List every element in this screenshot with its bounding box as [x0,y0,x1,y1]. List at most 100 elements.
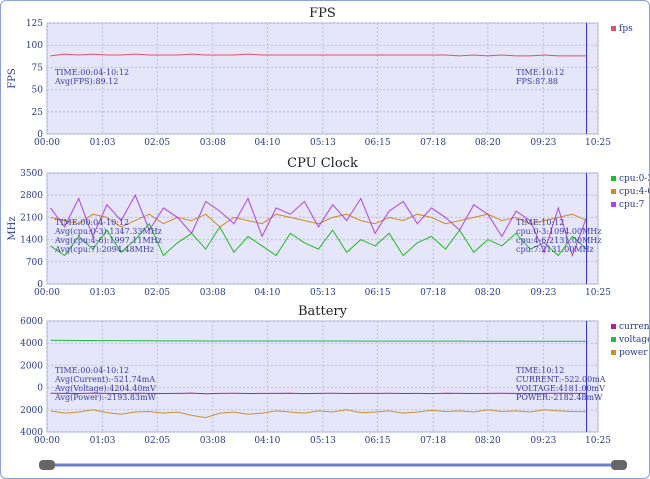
y-tick-label: 2000 [20,361,43,371]
x-tick-label: 07:18 [420,288,446,298]
y-axis-title: MHz [7,216,18,240]
chart-title: Battery [298,304,348,319]
x-tick-label: 04:10 [254,288,280,298]
legend-label: fps [619,24,633,34]
x-tick-label: 02:05 [144,288,170,298]
series-line [50,53,587,57]
y-tick-label: 1400 [20,236,43,246]
legend-label: power [619,348,648,358]
x-tick-label: 09:23 [530,138,556,148]
annotation: Avg(cpu:4-6):1997.11MHz [54,236,162,245]
x-tick-label: 04:10 [254,436,280,446]
annotation: TIME:10:12 [516,218,564,227]
annotation: TIME:00:04-10:12 [55,218,129,227]
legend-swatch [611,324,616,329]
chart-title: FPS [309,6,336,21]
annotation: cpu:4-6:2131.00MHz [516,236,602,245]
y-tick-label: 0 [37,280,43,290]
x-tick-label: 03:08 [200,288,226,298]
x-tick-label: 08:20 [475,436,501,446]
y-tick-label: 2800 [20,191,43,201]
x-tick-label: 03:08 [200,436,226,446]
x-tick-label: 01:03 [90,436,116,446]
annotation: Avg(cpu:7):2094.48MHz [54,245,154,254]
legend-swatch [611,202,616,207]
x-tick-label: 07:18 [420,138,446,148]
x-tick-label: 10:25 [585,288,611,298]
legend-swatch [611,337,616,342]
slider-handle-right[interactable] [611,460,627,470]
legend-label: cpu:0-3 [619,174,649,184]
x-tick-label: 07:18 [420,436,446,446]
legend-label: cpu:7 [619,200,645,210]
annotation: Avg(Power):-2193.83mW [54,393,157,402]
x-tick-label: 06:15 [365,436,391,446]
chart-title: CPU Clock [287,156,358,171]
y-axis-title: FPS [7,68,18,89]
x-tick-label: 05:13 [310,288,336,298]
series-line [50,392,587,395]
legend-label: voltage [618,335,649,345]
x-tick-label: 09:23 [530,436,556,446]
y-tick-label: 700 [26,258,43,268]
y-tick-label: 100 [26,41,43,51]
annotation: POWER:-2182.48mW [516,393,603,402]
series-line [50,339,587,342]
y-tick-label: 4000 [20,339,43,349]
x-tick-label: 05:13 [310,138,336,148]
series-line [50,222,587,257]
y-tick-label: 50 [32,86,44,96]
y-tick-label: 125 [26,19,43,29]
y-tick-label: 4000 [20,428,43,438]
annotation: FPS:87.88 [516,77,558,86]
annotation: cpu:0-3:1094.00MHz [516,227,602,236]
x-tick-label: 01:03 [90,288,116,298]
annotation: Avg(Voltage):4204.40mV [54,384,156,393]
legend-label: cpu:4-6 [619,187,649,197]
y-tick-label: 6000 [20,317,43,327]
series-line [50,213,587,228]
legend-swatch [611,350,616,355]
x-tick-label: 02:05 [144,138,170,148]
x-tick-label: 05:13 [310,436,336,446]
x-tick-label: 00:00 [34,138,60,148]
x-tick-label: 03:08 [200,138,226,148]
x-tick-label: 01:03 [90,138,116,148]
x-tick-label: 10:25 [585,138,611,148]
annotation: TIME:00:04-10:12 [55,68,129,77]
y-tick-label: 75 [32,63,44,73]
x-tick-label: 09:23 [530,288,556,298]
y-tick-label: 2100 [20,213,43,223]
slider-handle-left[interactable] [39,460,55,470]
y-tick-label: 3500 [20,169,43,179]
annotation: TIME:10:12 [516,366,564,375]
annotation: CURRENT:-522.00mA [516,375,606,384]
legend-swatch [611,176,616,181]
annotation: Avg(cpu:0-3):1347.33MHz [54,227,162,236]
series-line [50,194,587,258]
legend-swatch [611,189,616,194]
annotation: TIME:00:04-10:12 [55,366,129,375]
x-tick-label: 02:05 [144,436,170,446]
y-tick-label: 0 [37,384,43,394]
y-tick-label: 0 [37,130,43,140]
annotation: VOLTAGE:4181.00mV [515,384,605,393]
legend-swatch [611,26,616,31]
x-tick-label: 04:10 [254,138,280,148]
x-tick-label: 00:00 [34,436,60,446]
x-tick-label: 00:00 [34,288,60,298]
annotation: Avg(FPS):89.12 [54,77,118,86]
series-line [50,409,587,419]
plot-area [46,22,599,135]
annotation: TIME:10:12 [516,68,564,77]
annotation: cpu:7:2131.00MHz [516,245,594,254]
y-tick-label: 2000 [20,406,43,416]
x-tick-label: 06:15 [365,288,391,298]
legend-label: current [619,322,649,332]
x-tick-label: 08:20 [475,138,501,148]
x-tick-label: 06:15 [365,138,391,148]
x-tick-label: 10:25 [585,436,611,446]
y-tick-label: 25 [32,108,44,118]
